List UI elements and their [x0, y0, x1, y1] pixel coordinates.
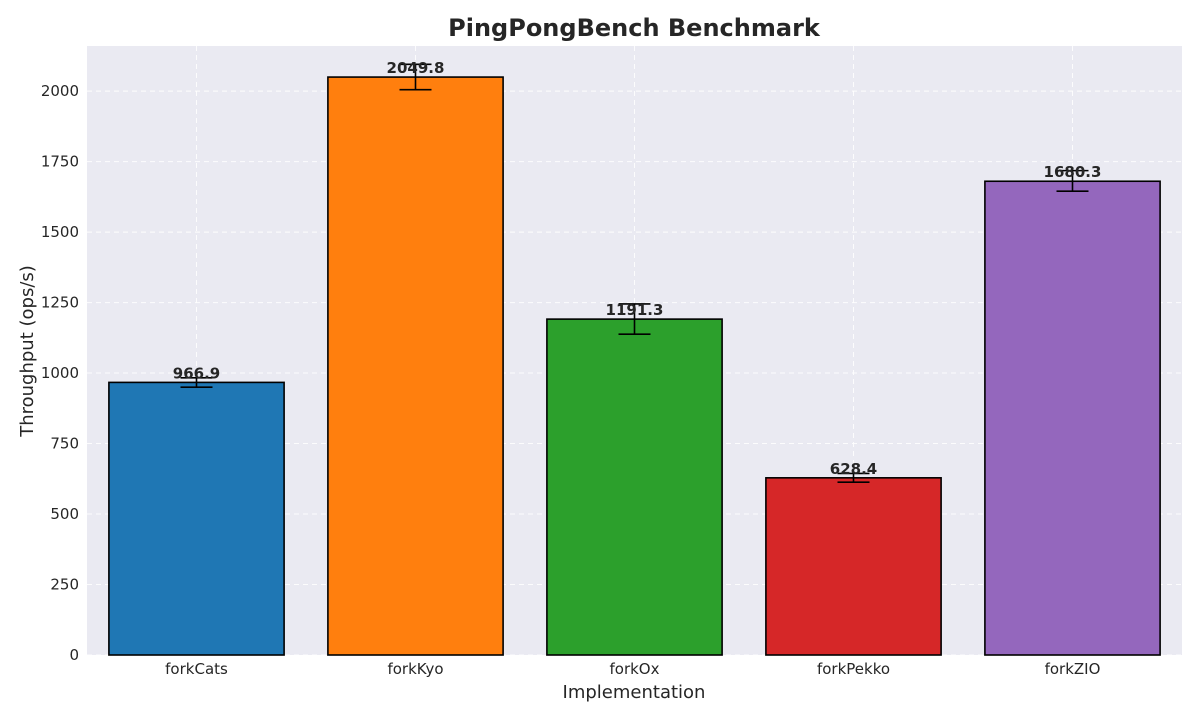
x-axis-ticks: forkCats forkKyo forkOx forkPekko forkZIO — [165, 660, 1100, 678]
error-bar-forkZIO — [1056, 169, 1089, 193]
y-tick-label: 1000 — [41, 364, 79, 382]
y-tick-label: 1250 — [41, 294, 79, 312]
x-tick-label: forkOx — [610, 660, 660, 678]
y-tick-label: 750 — [50, 435, 79, 453]
y-axis-ticks: 0 250 500 750 1000 1250 1500 1750 2000 — [41, 82, 79, 664]
bar-forkOx — [546, 318, 723, 656]
error-bar-forkOx — [618, 303, 651, 335]
bar-forkKyo — [327, 76, 504, 656]
y-tick-label: 500 — [50, 505, 79, 523]
value-labels: 966.9 2049.8 1191.3 628.4 1680.3 — [173, 59, 1102, 478]
value-label-forkKyo: 2049.8 — [387, 59, 445, 77]
bar-forkCats — [108, 381, 285, 656]
y-tick-label: 0 — [69, 646, 79, 664]
y-tick-label: 1750 — [41, 153, 79, 171]
value-label-forkZIO: 1680.3 — [1044, 163, 1102, 181]
bar-forkZIO — [984, 180, 1161, 656]
y-tick-label: 1500 — [41, 223, 79, 241]
bars — [108, 76, 1161, 656]
bar-forkPekko — [765, 477, 942, 656]
error-bar-forkCats — [180, 377, 213, 388]
y-axis-label: Throughput (ops/s) — [17, 265, 38, 438]
x-tick-label: forkKyo — [387, 660, 443, 678]
y-tick-label: 250 — [50, 576, 79, 594]
chart-title: PingPongBench Benchmark — [448, 14, 821, 42]
value-label-forkCats: 966.9 — [173, 364, 220, 382]
x-axis-label: Implementation — [563, 682, 706, 703]
value-label-forkPekko: 628.4 — [830, 460, 877, 478]
value-label-forkOx: 1191.3 — [606, 301, 664, 319]
x-tick-label: forkCats — [165, 660, 228, 678]
error-bar-forkKyo — [399, 63, 432, 91]
y-tick-label: 2000 — [41, 82, 79, 100]
x-tick-label: forkZIO — [1045, 660, 1101, 678]
x-tick-label: forkPekko — [817, 660, 890, 678]
error-bar-forkPekko — [837, 472, 870, 483]
error-bars — [180, 63, 1089, 483]
